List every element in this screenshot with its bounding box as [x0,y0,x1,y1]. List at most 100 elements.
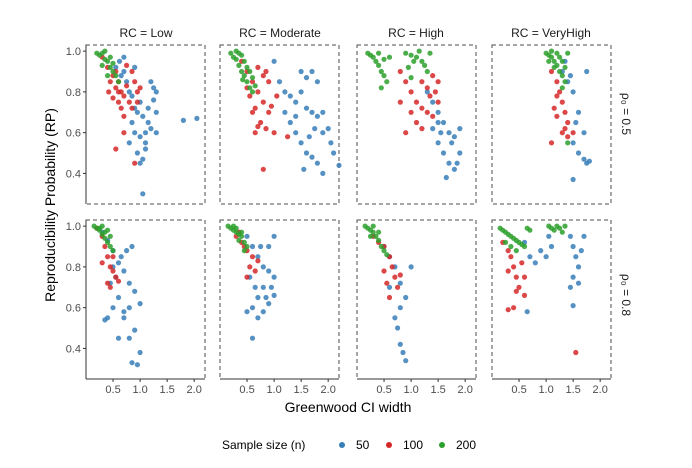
data-point-n50 [129,243,135,250]
x-tick-label: 1.0 [538,384,553,396]
data-point-n200 [562,79,568,85]
data-point-n200 [107,233,113,239]
data-point-n100 [252,268,258,274]
data-point-n100 [548,140,555,146]
data-point-n200 [239,233,245,239]
data-point-n50 [110,305,116,311]
data-point-n100 [419,105,425,111]
data-point-n50 [548,243,555,250]
data-point-n100 [105,280,111,286]
data-point-n50 [263,294,269,301]
data-point-n50 [142,146,149,152]
data-point-n200 [233,56,239,62]
data-point-n200 [247,68,253,75]
y-tick-label: 0.6 [66,303,81,315]
data-point-n50 [301,166,307,172]
legend-label-n50: 50 [356,438,370,452]
data-point-n50 [581,233,587,239]
data-point-n100 [255,123,261,130]
data-point-n50 [424,89,430,95]
data-point-n200 [107,64,113,70]
data-point-n50 [567,233,574,239]
data-point-n200 [252,83,258,89]
row-strip-label: ρ₀ = 0.8 [619,274,633,316]
legend-label-n200: 200 [456,438,476,452]
data-point-n200 [381,56,387,62]
y-tick-label: 0.4 [66,343,81,355]
data-point-n200 [249,89,256,95]
data-point-n50 [293,99,299,105]
data-point-n200 [521,243,528,250]
data-point-n50 [271,292,277,298]
x-tick-label: 1.5 [159,384,174,396]
data-point-n100 [565,134,571,140]
data-point-n100 [554,93,560,99]
data-point-n50 [573,254,579,260]
column-strip-label: RC = Low [119,26,172,40]
data-point-n100 [102,243,108,250]
data-point-n100 [554,79,560,85]
data-point-n200 [565,140,571,146]
data-point-n50 [584,68,590,75]
x-tick-label: 2.0 [187,384,202,396]
x-tick-label: 2.0 [321,384,336,396]
data-point-n50 [438,130,444,136]
data-point-n50 [115,335,122,341]
data-point-n100 [263,68,269,75]
data-point-n100 [260,73,266,79]
data-point-n50 [244,233,250,239]
data-point-n50 [440,150,447,156]
data-point-n100 [389,264,395,270]
data-point-n50 [260,309,266,315]
data-point-n50 [570,89,576,95]
data-point-n200 [240,77,246,83]
x-tick-label: 1.5 [430,384,445,396]
data-point-n50 [124,248,130,254]
data-point-n100 [107,284,113,290]
data-point-n50 [446,130,452,136]
data-point-n50 [403,294,409,301]
data-point-n200 [367,52,374,58]
data-point-n50 [546,233,552,239]
data-point-n100 [521,292,528,298]
x-tick-label: 0.5 [239,384,254,396]
data-point-n100 [134,99,140,105]
data-point-n50 [392,315,398,321]
panel-frame [219,44,340,205]
data-point-n200 [376,237,382,243]
data-point-n100 [115,99,122,105]
data-point-n200 [376,50,382,56]
data-point-n50 [457,150,463,156]
data-point-n200 [386,54,393,60]
data-point-n50 [303,105,310,111]
row-strip-label: ρ₀ = 0.5 [619,93,633,135]
data-point-n100 [271,130,277,136]
data-point-n50 [570,303,576,309]
data-point-n50 [451,134,457,140]
data-point-n200 [413,54,420,60]
data-point-n200 [236,62,242,68]
data-point-n50 [137,134,143,140]
data-point-n100 [384,280,390,286]
data-point-n200 [554,50,560,56]
data-point-n100 [413,99,420,105]
data-point-n50 [538,248,544,254]
data-point-n200 [403,50,409,56]
data-point-n50 [454,160,460,166]
data-point-n200 [548,48,555,54]
data-point-n200 [408,52,414,58]
data-point-n50 [145,105,151,111]
data-point-n200 [96,225,103,231]
x-axis-title: Greenwood CI width [285,399,412,415]
data-point-n50 [134,150,140,156]
data-point-n200 [527,227,533,233]
data-point-n50 [331,150,337,156]
data-point-n100 [260,166,266,172]
data-point-n100 [255,64,261,70]
data-point-n200 [110,60,116,66]
data-point-n200 [110,68,116,75]
data-point-n50 [151,97,157,103]
data-point-n200 [559,229,565,235]
data-point-n100 [266,79,272,85]
data-point-n200 [424,68,430,75]
